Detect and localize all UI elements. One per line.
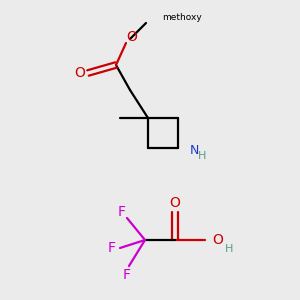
- Text: O: O: [127, 30, 137, 44]
- Text: F: F: [108, 241, 116, 255]
- Text: N: N: [190, 143, 200, 157]
- Text: F: F: [118, 205, 126, 219]
- Text: O: O: [75, 66, 86, 80]
- Text: F: F: [123, 268, 131, 282]
- Text: H: H: [225, 244, 233, 254]
- Text: O: O: [212, 233, 223, 247]
- Text: methoxy: methoxy: [162, 13, 202, 22]
- Text: H: H: [198, 151, 206, 161]
- Text: O: O: [169, 196, 180, 210]
